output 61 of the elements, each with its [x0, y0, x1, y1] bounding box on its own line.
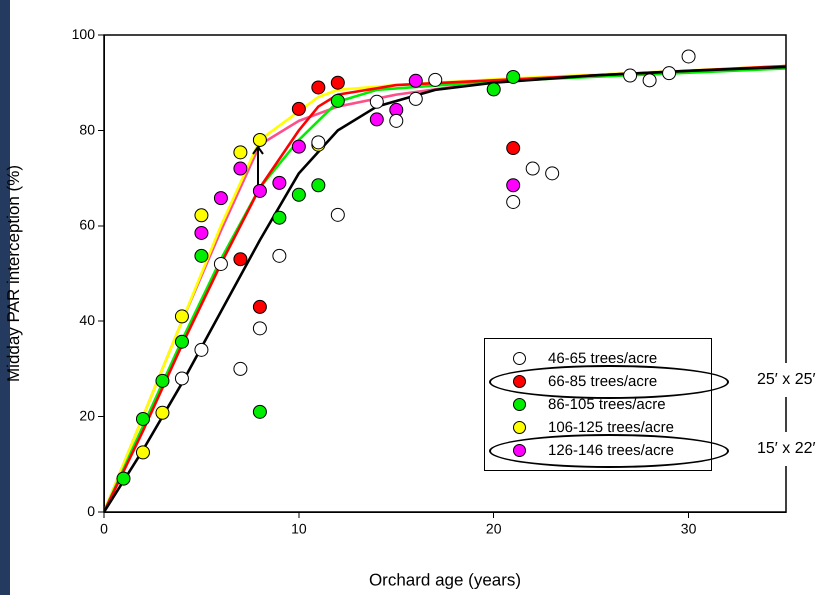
- point: [408, 92, 423, 106]
- annotation: 15′ x 22′: [755, 432, 818, 466]
- y-axis-title: Midday PAR interception (%): [4, 165, 23, 382]
- x-axis-title: Orchard age (years): [368, 570, 522, 590]
- point: [194, 226, 208, 240]
- point: [233, 162, 248, 176]
- point: [174, 309, 189, 324]
- point: [174, 334, 189, 349]
- legend-label: 46-65 trees/acre: [548, 350, 658, 367]
- point: [370, 112, 384, 126]
- point: [116, 472, 130, 486]
- y-tick-label: 20: [79, 407, 96, 424]
- point: [330, 94, 345, 108]
- point: [623, 68, 638, 83]
- point: [330, 76, 345, 90]
- point: [292, 140, 306, 154]
- point: [486, 82, 501, 96]
- point: [272, 210, 286, 225]
- point: [174, 371, 189, 386]
- point: [252, 132, 267, 147]
- point: [311, 135, 326, 150]
- point: [370, 94, 384, 109]
- point: [311, 80, 326, 94]
- point: [194, 248, 208, 263]
- point: [214, 256, 228, 271]
- y-tick-label: 60: [79, 216, 96, 233]
- point: [233, 252, 248, 266]
- point: [506, 178, 520, 192]
- y-tick-label: 80: [79, 121, 96, 138]
- point: [252, 300, 267, 314]
- x-tick-label: 30: [680, 520, 697, 536]
- point: [155, 406, 170, 420]
- point: [311, 178, 326, 192]
- legend-label: 126-146 trees/acre: [548, 442, 674, 459]
- y-tick-label: 40: [79, 312, 96, 328]
- point: [662, 66, 676, 80]
- point: [194, 208, 208, 222]
- legend-label: 66-85 trees/acre: [548, 373, 658, 390]
- legend-label: 106-125 trees/acre: [548, 419, 674, 436]
- point: [233, 145, 248, 160]
- point: [155, 374, 170, 388]
- y-tick-label: 0: [87, 502, 96, 519]
- point: [292, 102, 306, 116]
- x-tick-label: 10: [291, 520, 307, 536]
- point: [136, 412, 150, 426]
- point: [252, 404, 267, 419]
- point: [506, 70, 520, 84]
- point: [408, 74, 423, 88]
- legend-label: 86-105 trees/acre: [548, 396, 666, 413]
- point: [292, 188, 306, 202]
- annotation: 25′ x 25′: [755, 363, 818, 397]
- x-tick-label: 20: [486, 520, 502, 536]
- point: [506, 141, 520, 156]
- point: [428, 72, 442, 87]
- x-tick-label: 0: [100, 520, 108, 536]
- point: [136, 445, 150, 460]
- point: [272, 176, 286, 190]
- y-tick-label: 100: [72, 26, 96, 42]
- point: [194, 342, 208, 357]
- point: [214, 191, 228, 206]
- point: [252, 184, 267, 198]
